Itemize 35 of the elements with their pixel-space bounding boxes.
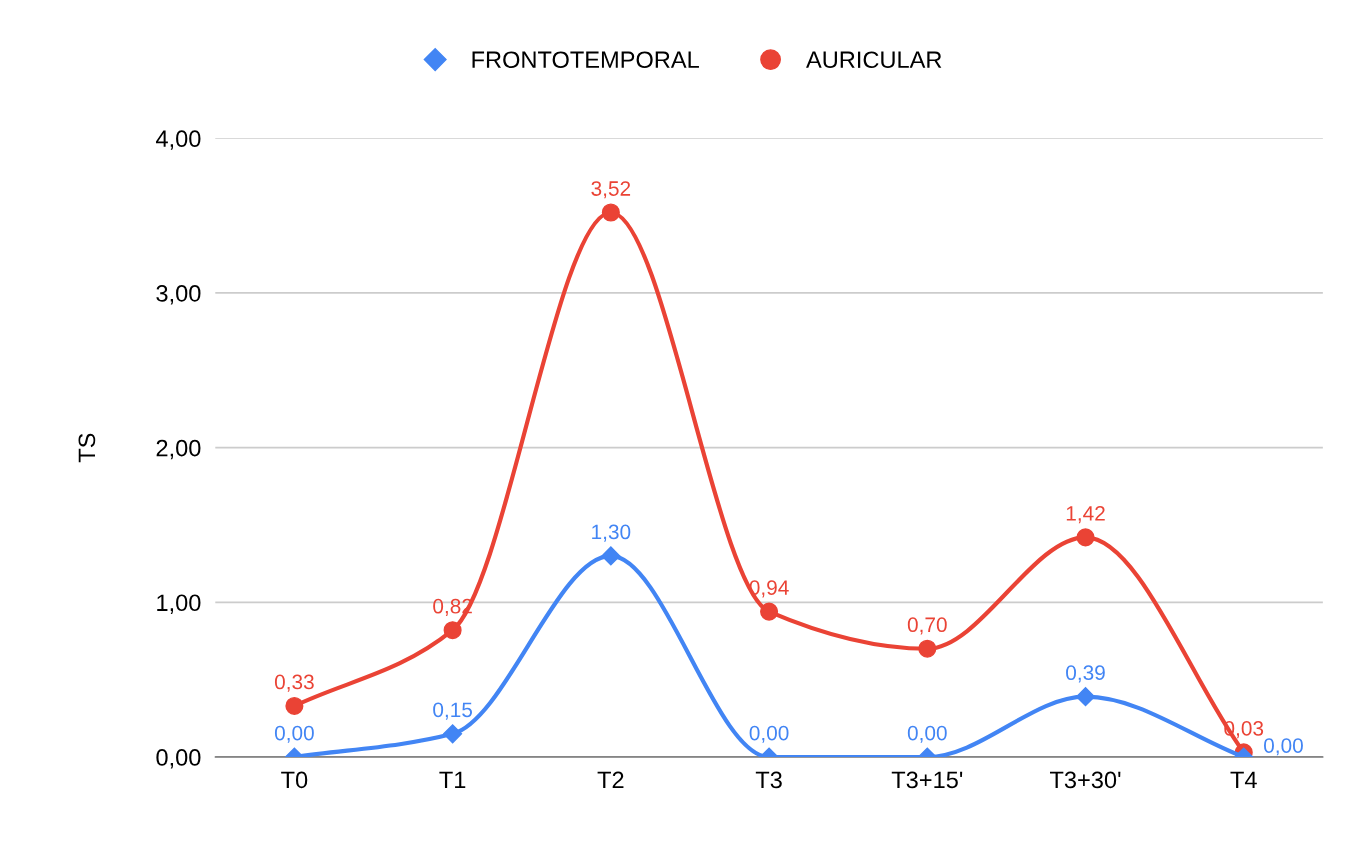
data-label: 0,33 [274,674,314,692]
x-tick-label: T0 [281,771,308,789]
y-tick-label: 4,00 [155,130,201,150]
point [1076,528,1095,547]
data-label: 0,70 [907,617,947,635]
point [601,546,621,566]
x-tick-label: T3 [755,771,782,789]
point [760,602,779,621]
data-label: 1,30 [592,524,631,542]
data-label: 1,42 [1066,505,1105,524]
x-tick-label: T2 [597,771,624,789]
y-tick-label: 0,00 [156,749,201,769]
data-label: 0,00 [1264,738,1303,756]
data-label: 0,00 [907,725,947,743]
data-label: 0,39 [1066,665,1105,683]
legend-label: FRONTOTEMPORAL [472,51,699,69]
y-axis-title: TS [78,433,96,463]
point [601,203,620,222]
data-label: 0,15 [433,702,473,720]
legend-label: AURICULAR [806,51,942,69]
point [443,724,463,744]
data-label: 3,52 [591,181,631,199]
data-label: 0,00 [274,725,314,743]
point [443,621,462,640]
y-tick-label: 2,00 [156,439,201,460]
x-tick-label: T4 [1230,771,1257,789]
data-label: 0,00 [749,725,789,743]
point [918,639,937,658]
x-tick-label: T3+15' [891,771,963,789]
point [285,696,304,715]
y-tick-label: 3,00 [156,285,201,305]
y-tick-label: 1,00 [157,594,201,614]
x-tick-label: T1 [439,771,466,789]
point [1075,687,1096,707]
x-tick-label: T3+30' [1050,771,1121,789]
